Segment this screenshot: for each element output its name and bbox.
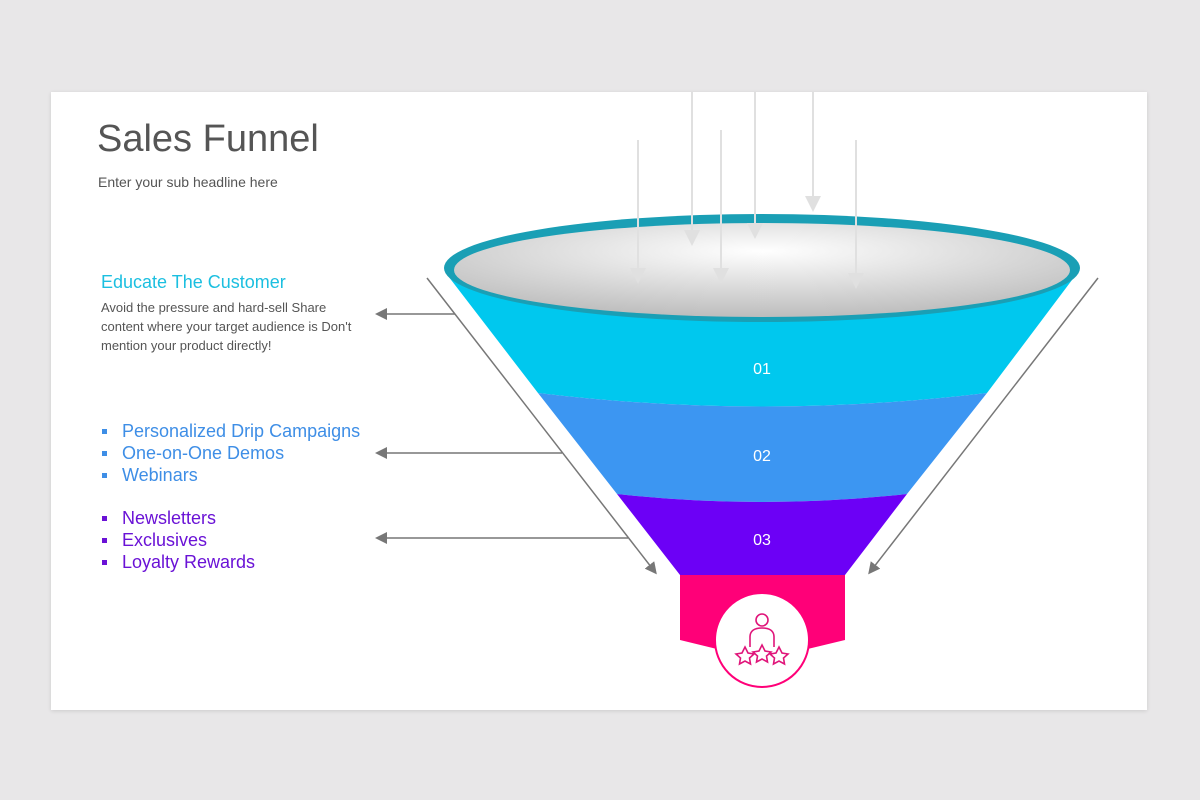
stage-2-band xyxy=(538,393,987,502)
blue-list: Personalized Drip Campaigns One-on-One D… xyxy=(101,420,360,486)
page-title: Sales Funnel xyxy=(97,118,319,160)
stage-3-band xyxy=(617,494,907,575)
list-item: Exclusives xyxy=(101,529,255,551)
stage-1-band xyxy=(445,272,1078,407)
stage-2-label: 02 xyxy=(753,448,771,465)
subtitle: Enter your sub headline here xyxy=(98,174,278,190)
educate-body: Avoid the pressure and hard-sell Share c… xyxy=(101,300,352,353)
list-item: One-on-One Demos xyxy=(101,442,360,464)
falling-arrows xyxy=(630,92,864,289)
list-item: Personalized Drip Campaigns xyxy=(101,420,360,442)
educate-heading: Educate The Customer xyxy=(101,272,286,292)
connector-arrows xyxy=(375,277,1099,575)
list-item: Webinars xyxy=(101,464,360,486)
stage-1-label: 01 xyxy=(753,361,771,378)
funnel-inside xyxy=(454,223,1070,317)
customer-circle xyxy=(714,592,810,688)
stage-3-label: 03 xyxy=(753,532,771,549)
purple-list: Newsletters Exclusives Loyalty Rewards xyxy=(101,507,255,573)
customer-rating-icon xyxy=(734,613,790,666)
list-item: Loyalty Rewards xyxy=(101,551,255,573)
list-item: Newsletters xyxy=(101,507,255,529)
